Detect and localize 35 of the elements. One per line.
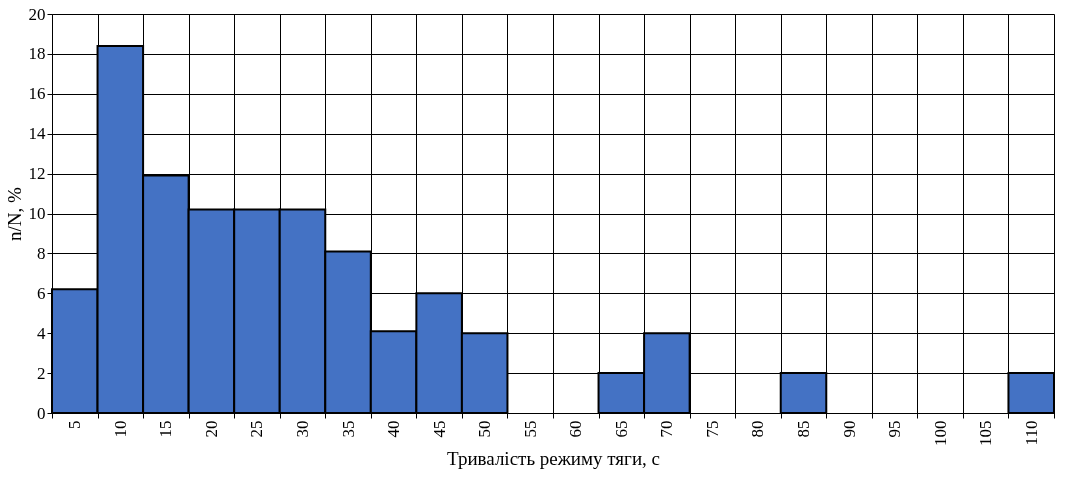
y-tick-label: 16	[28, 84, 46, 104]
x-tick-label: 75	[702, 420, 722, 438]
x-tick-label: 60	[566, 420, 586, 438]
x-tick-label: 100	[930, 420, 950, 446]
x-tick-label: 30	[293, 420, 312, 438]
y-tick-label: 4	[37, 323, 46, 343]
x-tick-label: 70	[657, 420, 677, 438]
y-tick-label: 6	[37, 283, 46, 303]
x-tick-label: 15	[156, 420, 176, 438]
x-tick-label: 5	[65, 420, 85, 429]
x-tick-label: 50	[475, 420, 495, 438]
x-tick-label: 90	[839, 420, 859, 438]
y-tick-label: 8	[37, 243, 46, 263]
y-tick-label: 18	[28, 44, 46, 64]
x-tick-label: 40	[384, 420, 404, 438]
x-axis-title: Тривалість режиму тяги, с	[447, 448, 660, 469]
y-tick-label: 2	[37, 363, 46, 383]
x-tick-label: 20	[201, 420, 221, 438]
x-tick-label: 55	[520, 420, 540, 438]
y-tick-label: 0	[37, 403, 46, 423]
x-tick-label: 80	[748, 420, 768, 438]
x-tick-label: 105	[976, 420, 996, 446]
y-axis-title: n/N, %	[3, 186, 25, 241]
x-tick-label: 25	[247, 420, 267, 438]
x-tick-label: 35	[338, 420, 358, 438]
x-tick-label: 45	[429, 420, 449, 438]
x-tick-label: 95	[885, 420, 905, 438]
y-tick-label: 20	[28, 4, 46, 24]
y-tick-label: 14	[28, 124, 46, 144]
y-tick-label: 12	[28, 164, 46, 184]
y-tick-label: 10	[28, 204, 46, 223]
x-tick-label: 85	[794, 420, 813, 438]
x-tick-label: 10	[110, 420, 130, 438]
x-tick-label: 65	[611, 420, 631, 438]
x-tick-label: 110	[1021, 420, 1041, 446]
